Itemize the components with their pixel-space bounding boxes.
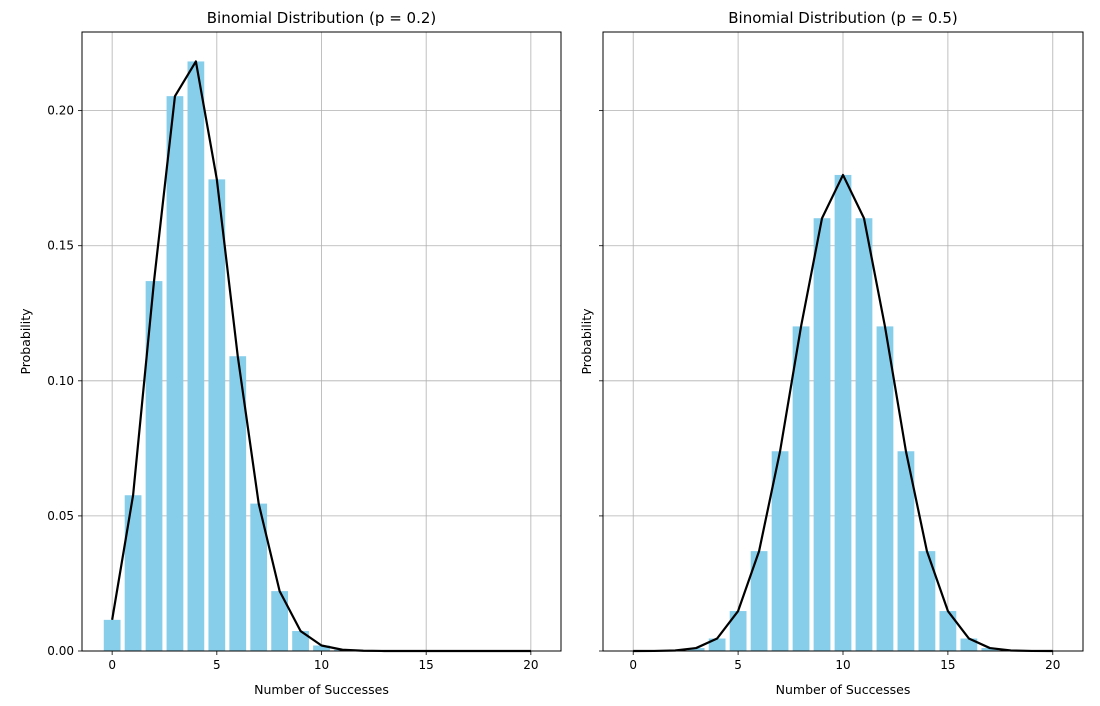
bar [125,495,142,651]
chart-title: Binomial Distribution (p = 0.2) [207,9,437,27]
bar [188,61,205,651]
y-tick-label: 0.10 [47,374,74,388]
y-axis-label: Probability [579,308,594,375]
bar [208,179,225,651]
x-tick-label: 0 [108,658,116,672]
bar [104,620,121,651]
x-tick-label: 0 [629,658,637,672]
y-axis-label: Probability [18,308,33,375]
bar [877,326,894,651]
bar [835,175,852,651]
chart-title: Binomial Distribution (p = 0.5) [728,9,958,27]
x-tick-label: 15 [940,658,955,672]
y-tick-label: 0.15 [47,239,74,253]
x-tick-label: 20 [523,658,538,672]
y-tick-label: 0.00 [47,644,74,658]
y-tick-label: 0.05 [47,509,74,523]
x-tick-label: 10 [835,658,850,672]
x-tick-label: 5 [734,658,742,672]
x-tick-label: 20 [1045,658,1060,672]
bar [793,326,810,651]
bar [814,218,831,651]
chart-panel-1: 0 5 10 15 20 0.00 0.05 0.10 0.15 0.20 Binomial Dis… [18,9,561,697]
x-axis-label: Number of Successes [254,682,389,697]
chart-panel-2: 0 5 10 15 20 Binomial Distribution (p = 0.5) N… [579,9,1083,697]
bar [167,96,184,651]
x-axis-label: Number of Successes [776,682,911,697]
x-tick-label: 15 [419,658,434,672]
bar [856,218,873,651]
x-tick-label: 10 [314,658,329,672]
x-tick-label: 5 [213,658,221,672]
y-tick-label: 0.20 [47,104,74,118]
